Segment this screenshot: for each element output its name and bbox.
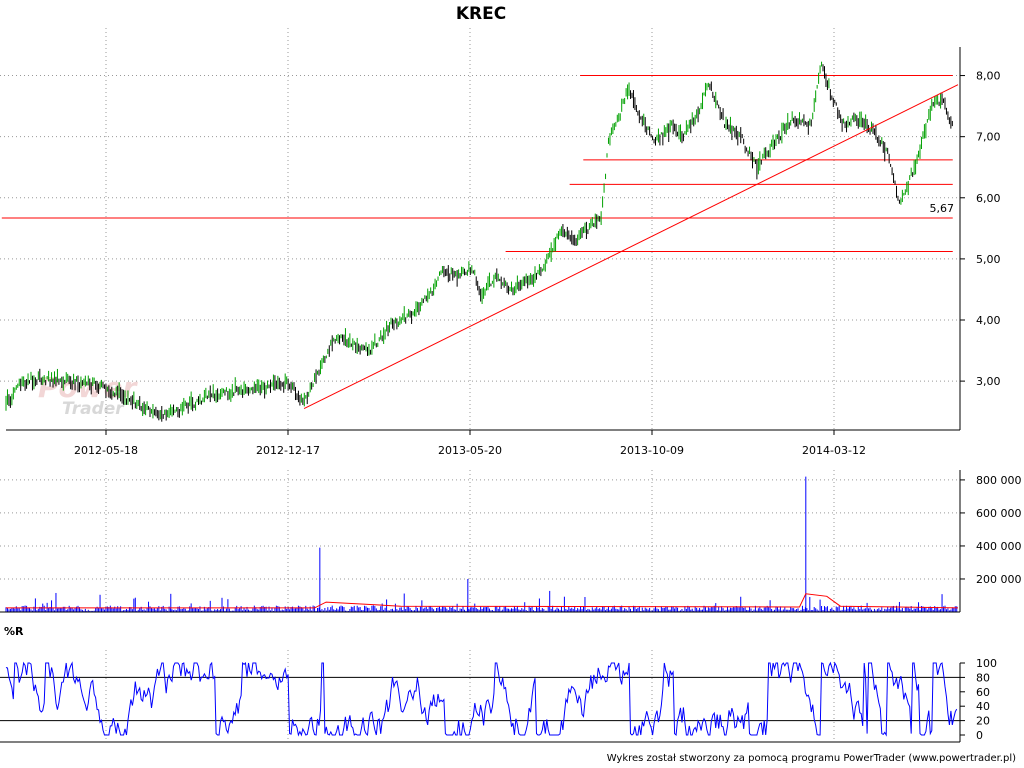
price-axes: 3,00 4,00 5,00 6,00 7,00 8,00 2012-05-18 2012-1… bbox=[6, 47, 1001, 457]
williams-r-line bbox=[5, 661, 958, 737]
price-series bbox=[5, 61, 953, 422]
support-resistance-lines: 5,67 bbox=[1, 75, 955, 253]
williams-r-grid bbox=[0, 650, 960, 740]
price-xtick-label-0: 2012-05-18 bbox=[74, 444, 138, 457]
price-panel: Power Trader 5,67 3,004,005,006,007,008,… bbox=[0, 28, 1001, 457]
volume-ytick-label-3: 800 000 bbox=[976, 474, 1022, 487]
price-xtick-label-2: 2013-05-20 bbox=[438, 444, 502, 457]
williams-r-series bbox=[5, 661, 958, 737]
chart-title: KREC bbox=[456, 4, 506, 24]
volume-ytick-label-0: 200 000 bbox=[976, 573, 1022, 586]
price-ytick-label-4: 7,00 bbox=[976, 131, 1001, 144]
volume-average bbox=[6, 593, 959, 609]
wr-ytick-label-0: 0 bbox=[976, 729, 983, 742]
wr-ytick-label-2: 40 bbox=[976, 700, 990, 713]
trend-line-0 bbox=[303, 84, 959, 410]
price-ytick-label-3: 6,00 bbox=[976, 192, 1001, 205]
wr-ytick-label-5: 100 bbox=[976, 657, 997, 670]
price-ytick-label-1: 4,00 bbox=[976, 314, 1001, 327]
wr-ytick-label-4: 80 bbox=[976, 671, 990, 684]
price-xtick-label-4: 2014-03-12 bbox=[802, 444, 866, 457]
trend-lines bbox=[303, 84, 959, 410]
price-xtick-label-1: 2012-12-17 bbox=[256, 444, 320, 457]
watermark-line2: Trader bbox=[62, 399, 125, 419]
hline-label-3: 5,67 bbox=[930, 202, 955, 215]
price-grid bbox=[0, 28, 960, 430]
volume-bars bbox=[5, 476, 958, 612]
price-ytick-label-5: 8,00 bbox=[976, 70, 1001, 83]
wr-ytick-label-1: 20 bbox=[976, 715, 990, 728]
volume-axes: 200 000 400 000 600 000 800 000 bbox=[0, 470, 1022, 613]
footer-credit: Wykres został stworzony za pomocą progra… bbox=[607, 753, 1016, 764]
volume-ma-line bbox=[6, 593, 959, 609]
williams-r-label: %R bbox=[4, 625, 24, 638]
price-xtick-label-3: 2013-10-09 bbox=[620, 444, 684, 457]
volume-ytick-label-1: 400 000 bbox=[976, 540, 1022, 553]
wr-ytick-label-3: 60 bbox=[976, 686, 990, 699]
volume-panel: 200 000 400 000 600 000 800 000 bbox=[0, 470, 1022, 613]
volume-ytick-label-2: 600 000 bbox=[976, 507, 1022, 520]
volume-grid bbox=[0, 470, 960, 612]
price-ytick-label-0: 3,00 bbox=[976, 375, 1001, 388]
price-ytick-label-2: 5,00 bbox=[976, 253, 1001, 266]
